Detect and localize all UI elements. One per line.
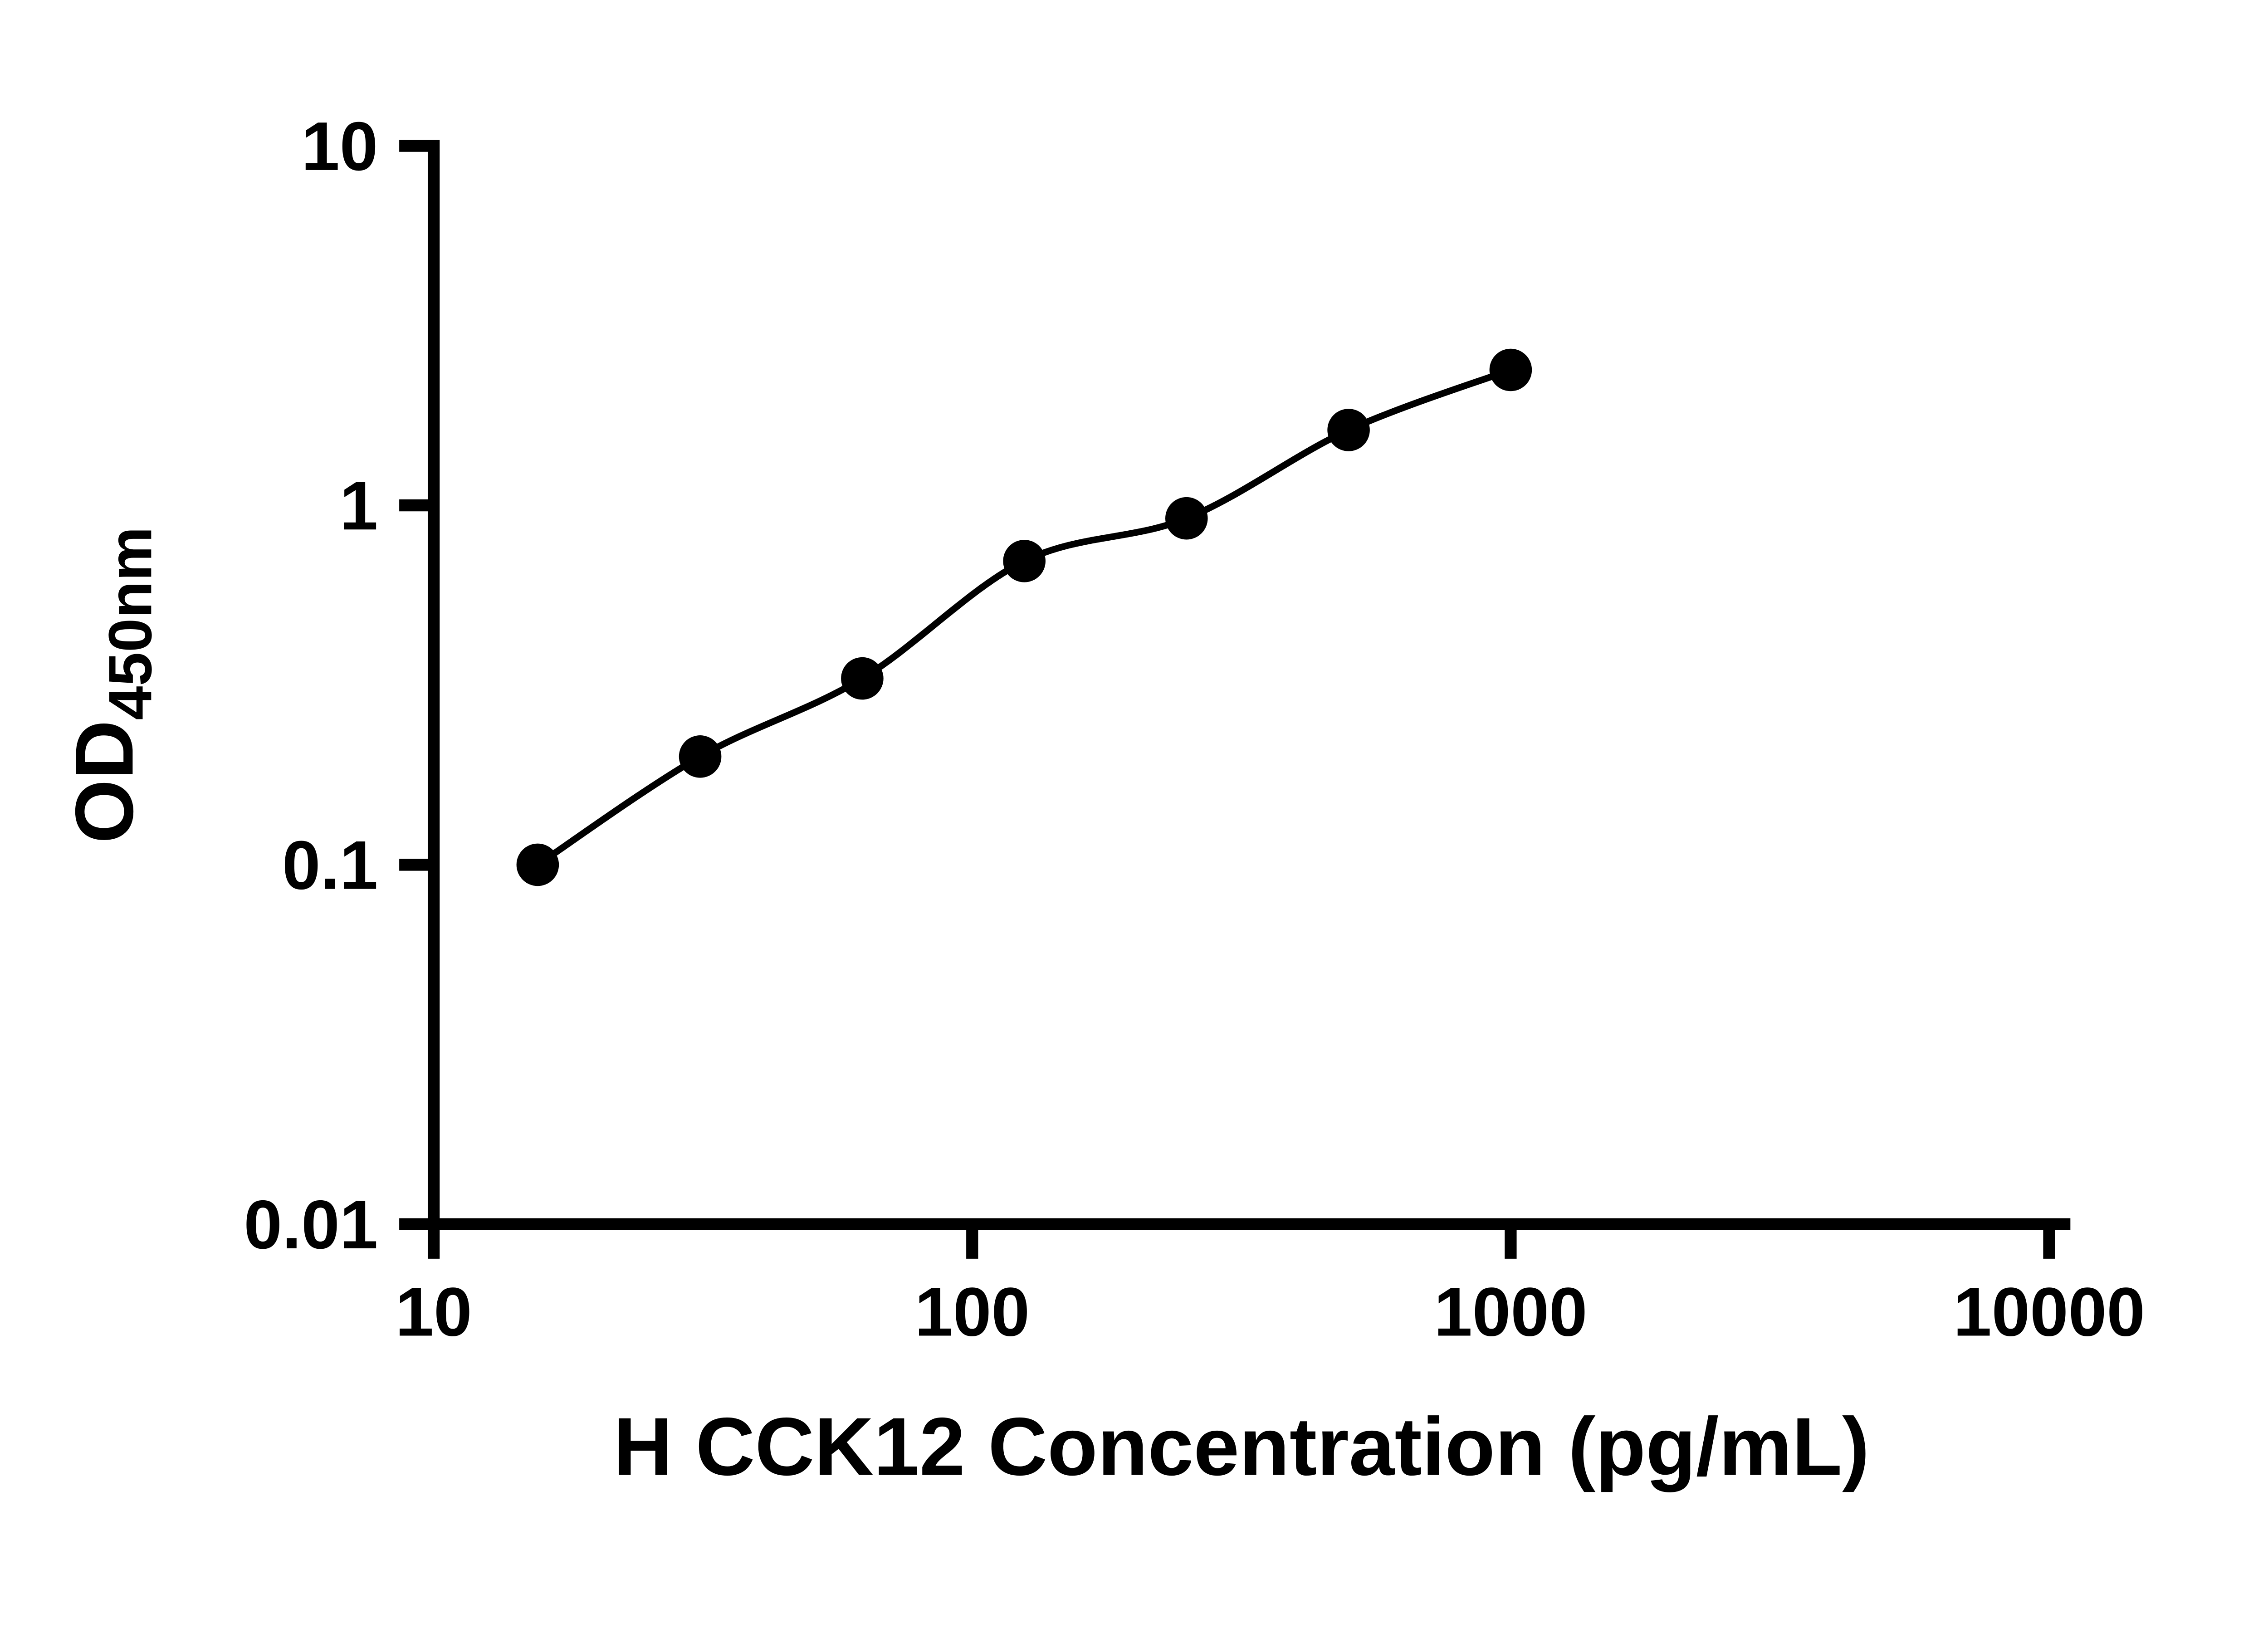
x-tick-label: 10	[396, 1273, 472, 1350]
y-axis-title: OD450nm	[59, 527, 164, 843]
x-tick-label: 1000	[1434, 1273, 1587, 1350]
y-tick-label: 1	[340, 467, 378, 544]
data-point	[679, 735, 722, 778]
fit-curve	[534, 367, 1514, 868]
data-point	[1003, 540, 1046, 582]
y-tick-label: 10	[301, 108, 378, 185]
data-point	[1327, 409, 1370, 451]
x-tick-label: 10000	[1953, 1273, 2145, 1350]
elisa-standard-curve-figure: 0.01 0.1 1 10 10 100 1000 10000 H CCK12 Concentr…	[59, 108, 2145, 1493]
x-tick-label: 100	[914, 1273, 1030, 1350]
y-axis-title-main: OD	[59, 720, 150, 843]
data-point	[1489, 348, 1532, 391]
data-point	[841, 657, 884, 700]
y-axis-title-subscript: 450nm	[96, 527, 164, 720]
y-tick-label: 0.1	[282, 827, 378, 904]
y-tick-label: 0.01	[244, 1186, 378, 1263]
x-axis-title: H CCK12 Concentration (pg/mL)	[613, 1401, 1869, 1492]
data-point	[1165, 497, 1208, 540]
chart-canvas: 0.01 0.1 1 10 10 100 1000 10000 H CCK12 Concentr…	[59, 108, 2145, 1493]
data-point	[516, 843, 559, 886]
